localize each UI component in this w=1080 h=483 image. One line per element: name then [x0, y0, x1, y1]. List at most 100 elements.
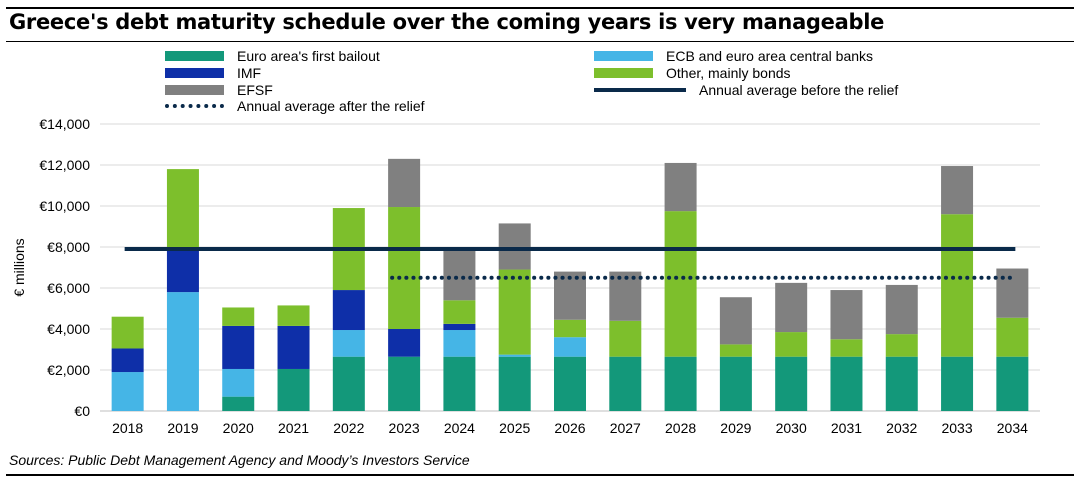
y-tick-label: €14,000	[39, 116, 90, 132]
y-tick-label: €0	[74, 403, 90, 419]
bar-segment	[166, 292, 199, 411]
bar-segment	[498, 223, 531, 270]
bar-segment	[719, 297, 752, 345]
legend-label: Annual average after the relief	[237, 98, 425, 114]
x-tick-label: 2020	[223, 420, 254, 436]
x-tick-label: 2021	[278, 420, 309, 436]
legend-label: Euro area's first bailout	[237, 48, 380, 64]
bar-segment	[443, 330, 476, 357]
bar-segment	[719, 344, 752, 357]
bar-segment	[554, 356, 586, 411]
bar-segment	[498, 356, 531, 411]
legend-swatch	[594, 51, 653, 61]
bar-segment	[996, 356, 1029, 411]
bar-segment	[388, 158, 421, 208]
bar-segment	[830, 290, 863, 340]
bar-segment	[443, 356, 476, 411]
bar-segment	[332, 330, 365, 357]
bar-segment	[885, 334, 918, 357]
bar-segment	[222, 307, 255, 326]
bar-segment	[775, 356, 808, 411]
legend-swatch	[594, 88, 686, 92]
bar-segment	[554, 337, 586, 357]
bar-segment	[996, 268, 1029, 318]
title-top-rule	[6, 7, 1074, 9]
legend-swatch	[165, 68, 224, 78]
x-tick-label: 2027	[610, 420, 641, 436]
x-tick-label: 2028	[665, 420, 696, 436]
x-tick-label: 2018	[112, 420, 143, 436]
x-tick-label: 2034	[997, 420, 1028, 436]
x-tick-label: 2033	[941, 420, 972, 436]
bar-segment	[609, 356, 642, 411]
bar-segment	[775, 282, 808, 333]
bar-segment	[719, 356, 752, 411]
bar-segment	[388, 356, 421, 411]
bar-segment	[332, 356, 365, 411]
legend-label: ECB and euro area central banks	[666, 48, 874, 64]
y-tick-label: €12,000	[39, 157, 90, 173]
bar-segment	[443, 300, 476, 324]
bar-segment	[664, 356, 697, 411]
bar-segment	[443, 248, 476, 301]
legend-label: Other, mainly bonds	[666, 65, 791, 81]
bar-segment	[941, 166, 974, 215]
x-tick-label: 2022	[333, 420, 364, 436]
bar-segment	[941, 356, 974, 411]
bar-segment	[775, 332, 808, 357]
footer-rule	[6, 474, 1074, 476]
bar-segment	[388, 329, 421, 357]
bar-segment	[498, 269, 531, 355]
y-tick-label: €6,000	[47, 280, 90, 296]
bar-segment	[332, 290, 365, 331]
bar-segment	[277, 305, 310, 326]
bar-segment	[443, 323, 476, 331]
legend-swatch	[165, 51, 224, 61]
bar-segment	[222, 325, 255, 369]
legend-item: Euro area's first bailout	[165, 48, 380, 64]
bar-segment	[111, 348, 144, 373]
title-bottom-rule	[6, 41, 1074, 42]
legend-label: IMF	[237, 65, 262, 81]
y-tick-label: €10,000	[39, 198, 90, 214]
chart-title: Greece's debt maturity schedule over the…	[9, 10, 885, 34]
bar-segment	[885, 284, 918, 335]
legend-item: ECB and euro area central banks	[594, 48, 873, 64]
legend-item: Annual average after the relief	[165, 98, 425, 114]
bar-segment	[111, 372, 144, 411]
x-tick-label: 2032	[886, 420, 917, 436]
bar-segment	[111, 316, 144, 349]
bar-chart: €0 €2,000 €4,000 €6,000 €8,000 €10,000 €12,000…	[11, 116, 1040, 436]
bar-segment	[166, 247, 199, 293]
bar-segment	[554, 319, 586, 338]
legend-swatch	[594, 68, 653, 78]
legend-swatch	[165, 85, 224, 95]
legend-label: Annual average before the relief	[699, 82, 899, 98]
legend-item: EFSF	[165, 82, 273, 98]
bar-segment	[277, 325, 310, 369]
y-tick-label: €8,000	[47, 239, 90, 255]
bar-segment	[166, 169, 199, 247]
legend-item: Other, mainly bonds	[594, 65, 791, 81]
bar-segment	[830, 339, 863, 357]
x-tick-label: 2023	[389, 420, 420, 436]
bar-segment	[609, 320, 642, 357]
legend-item: IMF	[165, 65, 261, 81]
bar-segment	[609, 271, 642, 321]
x-tick-label: 2024	[444, 420, 475, 436]
y-axis-title: € millions	[11, 238, 27, 296]
bar-segment	[498, 354, 531, 357]
bar-segment	[664, 162, 697, 212]
bar-segment	[941, 214, 974, 357]
bar-segment	[885, 356, 918, 411]
x-tick-label: 2030	[776, 420, 807, 436]
legend-label: EFSF	[237, 82, 273, 98]
bar-segment	[664, 211, 697, 357]
bar-segment	[222, 368, 255, 397]
x-tick-label: 2019	[167, 420, 198, 436]
source-note: Sources: Public Debt Management Agency a…	[9, 452, 470, 468]
bar-segment	[996, 317, 1029, 357]
x-tick-label: 2026	[554, 420, 585, 436]
bar-segment	[830, 356, 863, 411]
x-tick-label: 2029	[720, 420, 751, 436]
